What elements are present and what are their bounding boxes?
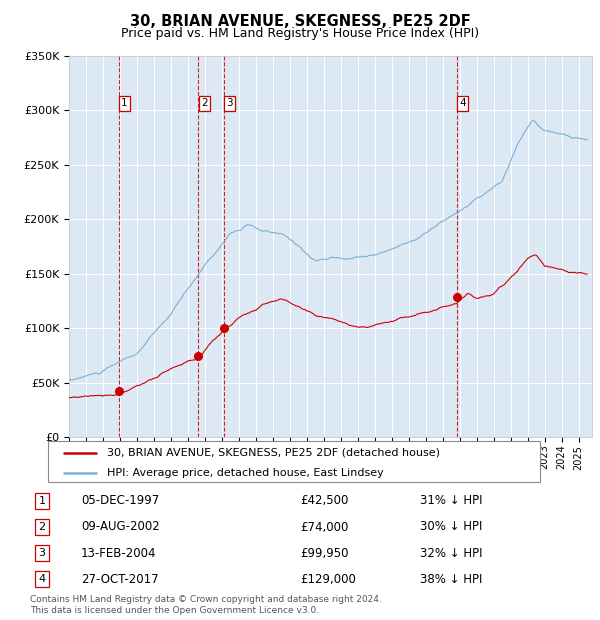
Text: 2: 2 (38, 522, 46, 532)
Text: £74,000: £74,000 (300, 521, 349, 533)
Text: 2: 2 (201, 99, 208, 108)
Text: 31% ↓ HPI: 31% ↓ HPI (420, 495, 482, 507)
Text: 4: 4 (38, 574, 46, 584)
Text: 1: 1 (38, 496, 46, 506)
Text: Contains HM Land Registry data © Crown copyright and database right 2024.
This d: Contains HM Land Registry data © Crown c… (30, 595, 382, 614)
Text: 1: 1 (121, 99, 128, 108)
Text: 05-DEC-1997: 05-DEC-1997 (81, 495, 159, 507)
Text: 30% ↓ HPI: 30% ↓ HPI (420, 521, 482, 533)
Text: 30, BRIAN AVENUE, SKEGNESS, PE25 2DF (detached house): 30, BRIAN AVENUE, SKEGNESS, PE25 2DF (de… (107, 448, 440, 458)
Text: Price paid vs. HM Land Registry's House Price Index (HPI): Price paid vs. HM Land Registry's House … (121, 27, 479, 40)
Text: 13-FEB-2004: 13-FEB-2004 (81, 547, 157, 559)
Text: 09-AUG-2002: 09-AUG-2002 (81, 521, 160, 533)
Text: £42,500: £42,500 (300, 495, 349, 507)
Text: 30, BRIAN AVENUE, SKEGNESS, PE25 2DF: 30, BRIAN AVENUE, SKEGNESS, PE25 2DF (130, 14, 470, 29)
Text: 3: 3 (226, 99, 233, 108)
Text: 4: 4 (459, 99, 466, 108)
Text: HPI: Average price, detached house, East Lindsey: HPI: Average price, detached house, East… (107, 468, 384, 478)
Text: £129,000: £129,000 (300, 573, 356, 585)
Text: £99,950: £99,950 (300, 547, 349, 559)
FancyBboxPatch shape (48, 441, 540, 482)
Text: 3: 3 (38, 548, 46, 558)
Text: 38% ↓ HPI: 38% ↓ HPI (420, 573, 482, 585)
Text: 27-OCT-2017: 27-OCT-2017 (81, 573, 158, 585)
Text: 32% ↓ HPI: 32% ↓ HPI (420, 547, 482, 559)
